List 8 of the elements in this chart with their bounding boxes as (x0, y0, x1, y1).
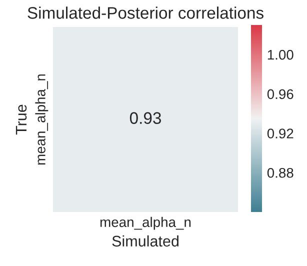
x-axis-title: Simulated (112, 235, 178, 247)
color-bar-label: 1.00 (268, 50, 294, 60)
data-label: 0.93 (130, 112, 161, 124)
color-bar-label: 0.88 (267, 168, 294, 178)
y-axis-title: True (16, 104, 27, 135)
color-bar-label: 0.92 (267, 128, 294, 138)
color-bar-label: 0.96 (267, 89, 294, 100)
chart-title: Simulated-Posterior correlations (28, 6, 264, 19)
